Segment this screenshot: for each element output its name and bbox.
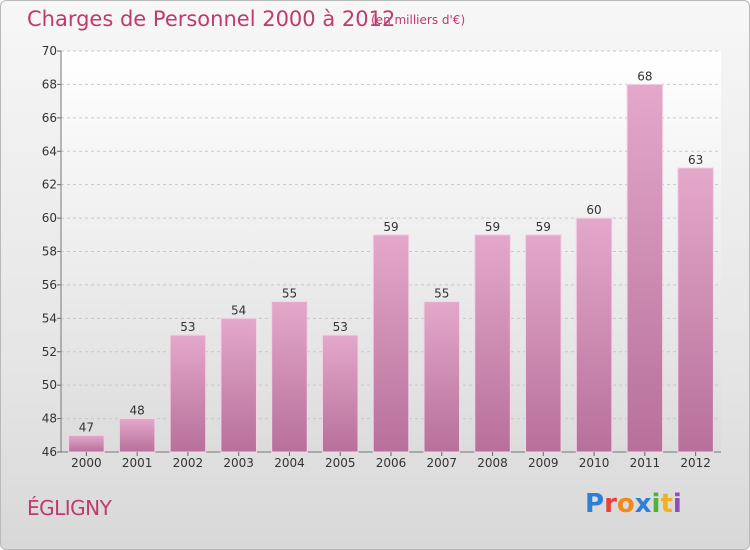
place-name: ÉGLIGNY [27, 496, 112, 520]
chart-subtitle: (en milliers d'€) [371, 13, 466, 27]
data-label: 54 [231, 303, 246, 317]
data-label: 68 [637, 69, 652, 83]
bar [321, 334, 359, 453]
y-tick-label: 62 [42, 178, 57, 192]
y-tick-label: 64 [42, 144, 57, 158]
bar [626, 83, 664, 453]
data-label: 53 [180, 320, 195, 334]
bar [271, 301, 308, 453]
data-label: 55 [434, 287, 449, 301]
data-label: 47 [79, 420, 94, 434]
x-tick-label: 2012 [680, 456, 711, 470]
y-tick-label: 46 [42, 445, 57, 459]
y-tick-label: 56 [42, 278, 57, 292]
x-tick-label: 2010 [579, 456, 610, 470]
data-label: 63 [688, 153, 703, 167]
bar [423, 301, 461, 453]
bar [220, 317, 257, 453]
proxiti-logo: Proxiti [585, 489, 682, 519]
data-label: 53 [333, 320, 348, 334]
x-tick-label: 2009 [528, 456, 559, 470]
y-tick-label: 70 [42, 44, 57, 58]
x-tick-label: 2011 [630, 456, 661, 470]
x-tick-label: 2001 [122, 456, 153, 470]
y-tick-label: 68 [42, 77, 57, 91]
x-tick-label: 2007 [426, 456, 457, 470]
data-label: 59 [485, 220, 500, 234]
x-tick-label: 2006 [376, 456, 407, 470]
data-label: 59 [383, 220, 398, 234]
y-tick-label: 52 [42, 345, 57, 359]
y-tick-label: 50 [42, 378, 57, 392]
data-label: 55 [282, 287, 297, 301]
x-tick-label: 2002 [173, 456, 204, 470]
bar [575, 217, 613, 453]
x-tick-label: 2004 [274, 456, 305, 470]
x-tick-label: 2005 [325, 456, 356, 470]
data-label: 48 [130, 404, 145, 418]
bar [68, 434, 105, 453]
x-tick-label: 2000 [71, 456, 102, 470]
bar [677, 167, 714, 453]
y-tick-label: 48 [42, 412, 57, 426]
y-tick-label: 60 [42, 211, 57, 225]
x-tick-label: 2003 [223, 456, 254, 470]
bar [169, 334, 207, 453]
bar [525, 234, 562, 453]
chart-title: Charges de Personnel 2000 à 2012 [27, 7, 396, 31]
data-label: 59 [536, 220, 551, 234]
bar [372, 234, 410, 453]
y-tick-label: 58 [42, 245, 57, 259]
bar [118, 418, 156, 453]
data-label: 60 [586, 203, 601, 217]
x-tick-label: 2008 [477, 456, 508, 470]
y-tick-label: 54 [42, 311, 57, 325]
y-tick-label: 66 [42, 111, 57, 125]
bar [474, 234, 511, 453]
